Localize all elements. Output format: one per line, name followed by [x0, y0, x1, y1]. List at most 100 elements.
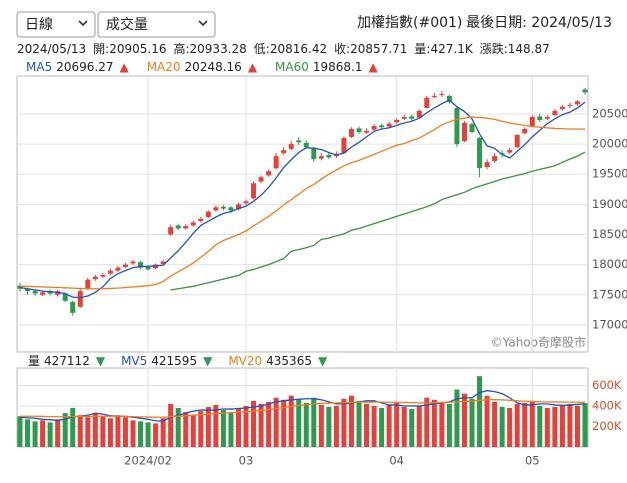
quote-date: 2024/05/13	[17, 42, 86, 56]
legend-name: MA5	[26, 60, 52, 74]
candle-body	[311, 147, 317, 160]
volume-bar	[281, 399, 287, 447]
candle-body	[559, 106, 565, 110]
candle-body	[115, 267, 121, 271]
legend-trend: ▼	[96, 354, 106, 368]
candle-body	[582, 89, 588, 93]
candle-body	[514, 135, 520, 148]
candle-body	[77, 291, 83, 307]
volume-bar	[25, 419, 31, 447]
legend-name: MA20	[147, 60, 181, 74]
candle-body	[243, 201, 249, 204]
volume-bar	[461, 393, 467, 447]
candle-body	[258, 177, 264, 182]
chevron[interactable]	[198, 20, 208, 27]
volume-bar	[296, 398, 302, 447]
volume-bar	[77, 415, 83, 447]
quote-value: 427.1K	[430, 42, 473, 56]
volume-bar	[522, 402, 528, 447]
volume-bar	[85, 417, 91, 447]
candle-body	[213, 207, 219, 211]
quote-value: 20857.71	[350, 42, 407, 56]
y-tick-label: 20500	[592, 106, 627, 120]
y-tick-label: 600K	[592, 378, 622, 392]
volume-bar	[138, 421, 144, 447]
candle-body	[574, 101, 580, 105]
volume-panel	[16, 367, 589, 448]
legend-value: 19868.1	[313, 60, 363, 74]
x-tick-label: 2024/02	[124, 454, 172, 468]
candle-body	[469, 124, 475, 133]
y-tick-label: 18000	[592, 257, 627, 271]
y-tick-label: 17000	[592, 317, 627, 331]
quote-line: 2024/05/13 開:20905.16 高:20933.28 低:20816.42…	[17, 41, 550, 56]
volume-bar	[514, 403, 520, 447]
volume-bar	[122, 417, 128, 447]
volume-bar	[401, 406, 407, 447]
legend-trend: ▲	[369, 60, 379, 74]
legend-value: 427112	[44, 354, 90, 368]
volume-bar	[115, 415, 121, 447]
volume-bar	[318, 404, 324, 447]
volume-bar	[190, 415, 196, 447]
volume-bar	[62, 413, 68, 447]
candle-body	[544, 116, 550, 119]
y-tick-label: 19000	[592, 197, 627, 211]
chevron[interactable]	[78, 20, 88, 27]
legend-value: 20696.27	[56, 60, 113, 74]
legend-value: 20248.16	[185, 60, 242, 74]
select-text[interactable]: 成交量	[106, 16, 148, 33]
candle-body	[454, 107, 460, 145]
y-tick-label: 19500	[592, 167, 627, 181]
candle-body	[100, 274, 106, 277]
volume-bar	[574, 405, 580, 447]
candle-body	[401, 116, 407, 119]
volume-bar	[220, 410, 226, 447]
candle-body	[341, 138, 347, 154]
legend-name: MV20	[228, 354, 262, 368]
volume-bar	[175, 408, 181, 447]
select-box[interactable]	[97, 11, 216, 38]
candle-body	[326, 154, 332, 158]
volume-bar	[477, 376, 483, 447]
candle-body	[507, 150, 513, 153]
candle-body	[364, 130, 370, 133]
candle-body	[386, 123, 392, 127]
volume-bar	[394, 402, 400, 447]
select-box[interactable]	[16, 11, 96, 38]
legend-trend: ▼	[203, 354, 213, 368]
volume-bar	[107, 418, 113, 447]
volume-bar	[32, 421, 38, 447]
period-select[interactable]: 日線	[16, 11, 96, 38]
quote-label: 高:	[173, 41, 189, 56]
candle-body	[168, 227, 174, 235]
indicator-select[interactable]: 成交量	[97, 11, 216, 38]
volume-bar	[446, 403, 452, 447]
candle-body	[190, 222, 196, 226]
volume-bar	[228, 412, 234, 447]
y-tick-label: 18500	[592, 227, 627, 241]
volume-bar	[484, 395, 490, 447]
volume-bar	[439, 401, 445, 447]
candle-body	[266, 171, 272, 176]
volume-bar	[492, 401, 498, 447]
candle-body	[228, 207, 234, 211]
candle-body	[552, 110, 558, 116]
quote-value: 20816.42	[270, 42, 327, 56]
candle-body	[567, 104, 573, 106]
select-text[interactable]: 日線	[25, 17, 53, 33]
volume-bar	[213, 404, 219, 447]
volume-legend: 量 427112 ▼ MV5 421595 ▼ MV20 435365 ▼	[28, 354, 328, 368]
candle-body	[273, 156, 279, 169]
candle-body	[92, 276, 98, 280]
ma-line	[20, 116, 586, 290]
candle-body	[107, 270, 113, 274]
legend-value: 421595	[151, 354, 197, 368]
legend-name: 量	[28, 354, 40, 368]
volume-bar	[424, 397, 430, 447]
watermark: ©Yahoo奇摩股市	[491, 335, 586, 350]
candle-body	[198, 218, 204, 222]
candle-body	[431, 95, 437, 98]
y-tick-label: 200K	[592, 419, 622, 433]
